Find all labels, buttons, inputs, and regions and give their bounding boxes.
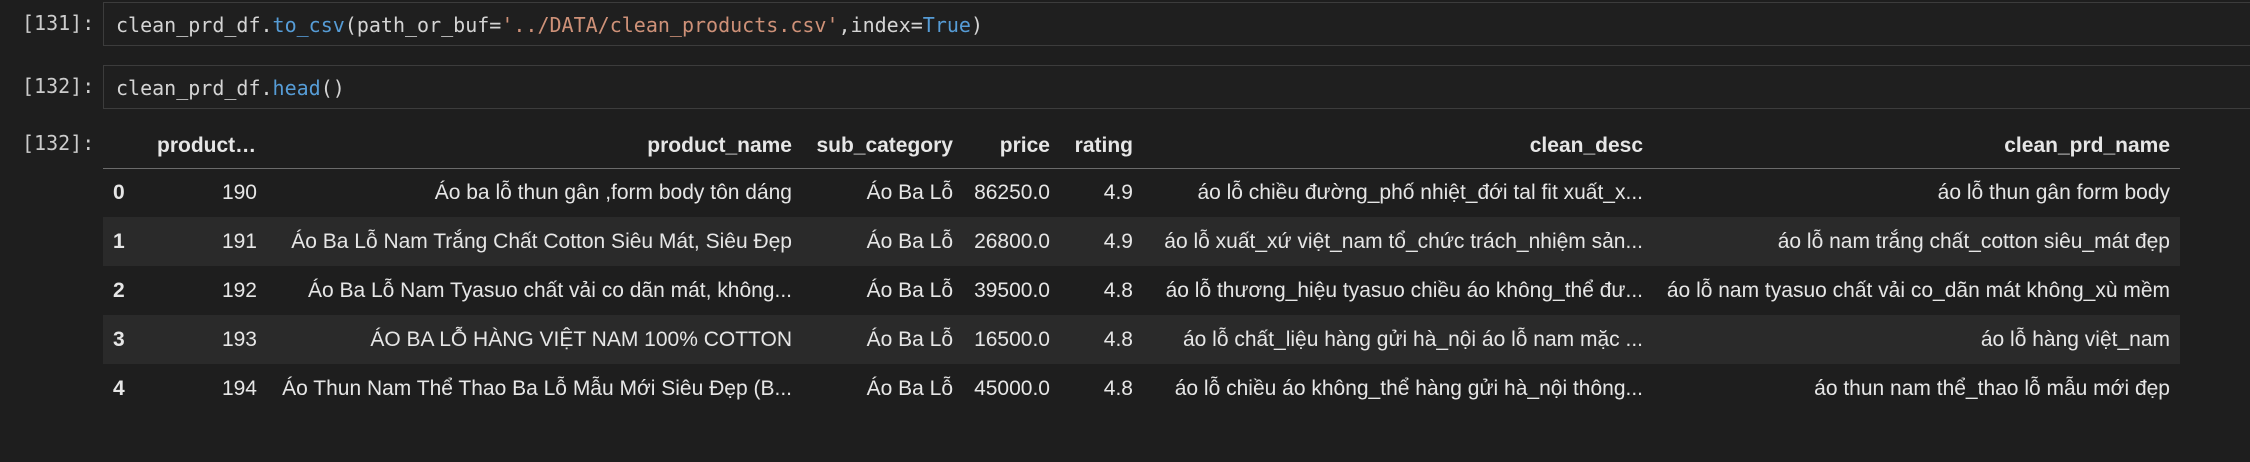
table-cell: Áo Ba Lỗ Nam Trắng Chất Cotton Siêu Mát,… <box>291 229 792 253</box>
table-row: 4 194 Áo Thun Nam Thể Thao Ba Lỗ Mẫu Mới S… <box>103 364 2180 413</box>
table-cell: áo lỗ chất_liệu hàng gửi hà_nội áo lỗ na… <box>1182 327 1643 351</box>
table-cell: 4.8 <box>1103 278 1133 302</box>
table-cell: 4.8 <box>1103 376 1133 400</box>
column-header: product_name <box>267 124 802 169</box>
column-header: clean_desc <box>1143 124 1653 169</box>
column-header: product_id <box>147 124 267 169</box>
cell-prompt: [132]: <box>22 74 95 98</box>
row-index: 2 <box>113 278 125 302</box>
code-token: '../DATA/clean_products.csv' <box>501 13 839 37</box>
table-cell: Áo Ba Lỗ <box>866 327 953 351</box>
table-cell: áo lỗ nam trắng chất_cotton siêu_mát đẹp <box>1777 229 2170 253</box>
table-cell: 39500.0 <box>974 278 1050 302</box>
cell-prompt: [131]: <box>22 11 95 35</box>
table-cell: Áo Ba Lỗ Nam Tyasuo chất vải co dãn mát,… <box>307 278 792 302</box>
output-prompt: [132]: <box>22 131 95 155</box>
row-index: 1 <box>113 229 125 253</box>
row-index: 0 <box>113 180 125 204</box>
code-token: () <box>320 76 345 100</box>
table-header-row: product_id product_name sub_category price r… <box>103 124 2180 169</box>
table-cell: áo lỗ thun gân form body <box>1937 180 2170 204</box>
table-cell: 16500.0 <box>974 327 1050 351</box>
table-cell: 86250.0 <box>974 180 1050 204</box>
table-cell: áo lỗ nam tyasuo chất vải co_dãn mát khô… <box>1666 278 2170 302</box>
table-cell: Áo Thun Nam Thể Thao Ba Lỗ Mẫu Mới Siêu … <box>282 376 792 400</box>
table-cell: 194 <box>221 376 257 400</box>
code-token: clean_prd_df. <box>116 13 273 37</box>
code-editor[interactable]: clean_prd_df.head() <box>103 65 2250 109</box>
table-row: 0 190 Áo ba lỗ thun gân ,form body tôn dán… <box>103 168 2180 217</box>
table-cell: áo lỗ thương_hiệu tyasuo chiều áo không_… <box>1165 278 1643 302</box>
table-cell: Áo ba lỗ thun gân ,form body tôn dáng <box>434 180 792 204</box>
table-cell: 191 <box>221 229 257 253</box>
code-line: clean_prd_df.head() <box>116 76 345 100</box>
code-token: to_csv <box>272 13 345 37</box>
index-header <box>103 124 147 169</box>
table-cell: 45000.0 <box>974 376 1050 400</box>
row-index: 3 <box>113 327 125 351</box>
code-token: = <box>489 13 502 37</box>
table-cell: áo lỗ hàng việt_nam <box>1980 327 2170 351</box>
table-cell: Áo Ba Lỗ <box>866 180 953 204</box>
column-header: price <box>963 124 1060 169</box>
table-cell: 4.9 <box>1103 229 1133 253</box>
code-token: ,index <box>838 13 911 37</box>
table-cell: 193 <box>221 327 257 351</box>
code-editor[interactable]: clean_prd_df.to_csv(path_or_buf='../DATA… <box>103 2 2250 46</box>
table-cell: ÁO BA LỖ HÀNG VIỆT NAM 100% COTTON <box>370 327 792 351</box>
code-cell-131[interactable]: [131]: clean_prd_df.to_csv(path_or_buf='… <box>0 2 2250 48</box>
dataframe-output-table: product_id product_name sub_category price r… <box>103 124 2180 413</box>
code-token: = <box>910 13 923 37</box>
code-token: (path_or_buf <box>344 13 490 37</box>
table-cell: áo lỗ xuất_xứ việt_nam tổ_chức trách_nhi… <box>1164 229 1643 253</box>
table-cell: Áo Ba Lỗ <box>866 278 953 302</box>
code-cell-132[interactable]: [132]: clean_prd_df.head() <box>0 65 2250 111</box>
table-cell: 192 <box>221 278 257 302</box>
table-row: 3 193 ÁO BA LỖ HÀNG VIỆT NAM 100% COTTON Áo… <box>103 315 2180 364</box>
row-index: 4 <box>113 376 125 400</box>
table-cell: áo lỗ chiều đường_phố nhiệt_đới tal fit … <box>1197 180 1643 204</box>
code-token: clean_prd_df. <box>116 76 273 100</box>
column-header: clean_prd_name <box>1653 124 2180 169</box>
table-cell: áo lỗ chiều áo không_thể hàng gửi hà_nội… <box>1174 376 1643 400</box>
table-row: 1 191 Áo Ba Lỗ Nam Trắng Chất Cotton Siêu … <box>103 217 2180 266</box>
column-header: sub_category <box>802 124 963 169</box>
column-header: rating <box>1060 124 1143 169</box>
table-cell: áo thun nam thể_thao lỗ mẫu mới đẹp <box>1814 376 2170 400</box>
code-line: clean_prd_df.to_csv(path_or_buf='../DATA… <box>116 13 983 37</box>
table-cell: Áo Ba Lỗ <box>866 376 953 400</box>
code-token: head <box>272 76 321 100</box>
table-body: 0 190 Áo ba lỗ thun gân ,form body tôn dán… <box>103 168 2180 413</box>
table-cell: 4.9 <box>1103 180 1133 204</box>
table-row: 2 192 Áo Ba Lỗ Nam Tyasuo chất vải co dãn … <box>103 266 2180 315</box>
table-cell: 190 <box>221 180 257 204</box>
table-cell: 4.8 <box>1103 327 1133 351</box>
table-cell: Áo Ba Lỗ <box>866 229 953 253</box>
table-cell: 26800.0 <box>974 229 1050 253</box>
code-token: ) <box>970 13 984 37</box>
code-token: True <box>922 13 971 37</box>
